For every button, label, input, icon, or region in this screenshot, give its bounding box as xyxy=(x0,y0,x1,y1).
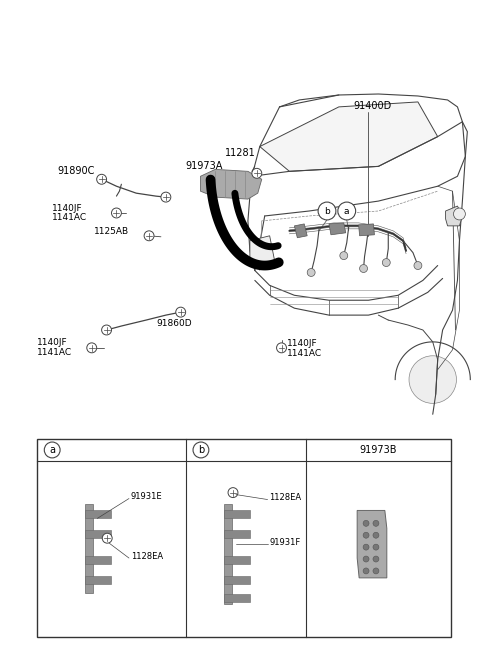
Circle shape xyxy=(373,556,379,562)
Polygon shape xyxy=(329,223,346,235)
Text: 1141AC: 1141AC xyxy=(287,350,322,358)
Text: 91973B: 91973B xyxy=(360,445,397,455)
Circle shape xyxy=(373,520,379,526)
Polygon shape xyxy=(250,236,275,265)
Polygon shape xyxy=(445,206,462,226)
Circle shape xyxy=(373,544,379,550)
Text: 91890C: 91890C xyxy=(57,166,95,176)
Circle shape xyxy=(363,556,369,562)
Circle shape xyxy=(318,202,336,220)
Polygon shape xyxy=(224,510,250,518)
Circle shape xyxy=(96,174,107,184)
Text: 1128EA: 1128EA xyxy=(131,552,163,560)
Circle shape xyxy=(111,208,121,218)
Circle shape xyxy=(363,532,369,538)
Polygon shape xyxy=(224,556,250,564)
Polygon shape xyxy=(85,576,111,584)
Circle shape xyxy=(363,544,369,550)
Circle shape xyxy=(276,343,287,353)
Polygon shape xyxy=(85,510,111,518)
Circle shape xyxy=(340,252,348,260)
Text: 11281: 11281 xyxy=(225,148,256,158)
Text: 1125AB: 1125AB xyxy=(94,227,129,237)
Text: 91400D: 91400D xyxy=(354,101,392,111)
Text: 91860D: 91860D xyxy=(156,319,192,328)
Text: 91973A: 91973A xyxy=(186,162,223,171)
Polygon shape xyxy=(359,224,374,236)
Polygon shape xyxy=(224,505,232,604)
Circle shape xyxy=(87,343,96,353)
Bar xyxy=(37,439,451,637)
Text: 91931F: 91931F xyxy=(270,537,301,547)
Circle shape xyxy=(363,568,369,574)
Text: a: a xyxy=(49,445,55,455)
Circle shape xyxy=(454,208,466,220)
Text: 1140JF: 1140JF xyxy=(52,204,83,212)
Text: 1141AC: 1141AC xyxy=(37,348,72,357)
Polygon shape xyxy=(201,170,262,199)
Polygon shape xyxy=(85,530,111,538)
Circle shape xyxy=(176,307,186,317)
Circle shape xyxy=(44,442,60,458)
Polygon shape xyxy=(224,594,250,602)
Text: a: a xyxy=(344,206,349,215)
Polygon shape xyxy=(294,224,307,238)
Circle shape xyxy=(252,168,262,178)
Polygon shape xyxy=(224,576,250,584)
Text: 1140JF: 1140JF xyxy=(37,338,68,348)
Circle shape xyxy=(102,325,111,335)
Polygon shape xyxy=(85,556,111,564)
Polygon shape xyxy=(224,530,250,538)
Circle shape xyxy=(414,261,422,269)
Circle shape xyxy=(409,356,456,403)
Circle shape xyxy=(363,520,369,526)
Circle shape xyxy=(144,231,154,240)
Text: b: b xyxy=(198,445,204,455)
Circle shape xyxy=(373,568,379,574)
Circle shape xyxy=(307,269,315,277)
Circle shape xyxy=(161,192,171,202)
Circle shape xyxy=(228,487,238,497)
Circle shape xyxy=(338,202,356,220)
Circle shape xyxy=(102,533,112,543)
Polygon shape xyxy=(260,102,438,171)
Polygon shape xyxy=(85,503,94,593)
Text: b: b xyxy=(324,206,330,215)
Circle shape xyxy=(383,259,390,267)
Text: 91931E: 91931E xyxy=(131,492,163,501)
Text: 1140JF: 1140JF xyxy=(287,340,317,348)
Text: 1141AC: 1141AC xyxy=(52,214,87,223)
Circle shape xyxy=(193,442,209,458)
Polygon shape xyxy=(357,510,387,578)
Circle shape xyxy=(373,532,379,538)
Circle shape xyxy=(360,265,368,273)
Text: 1128EA: 1128EA xyxy=(270,493,302,502)
